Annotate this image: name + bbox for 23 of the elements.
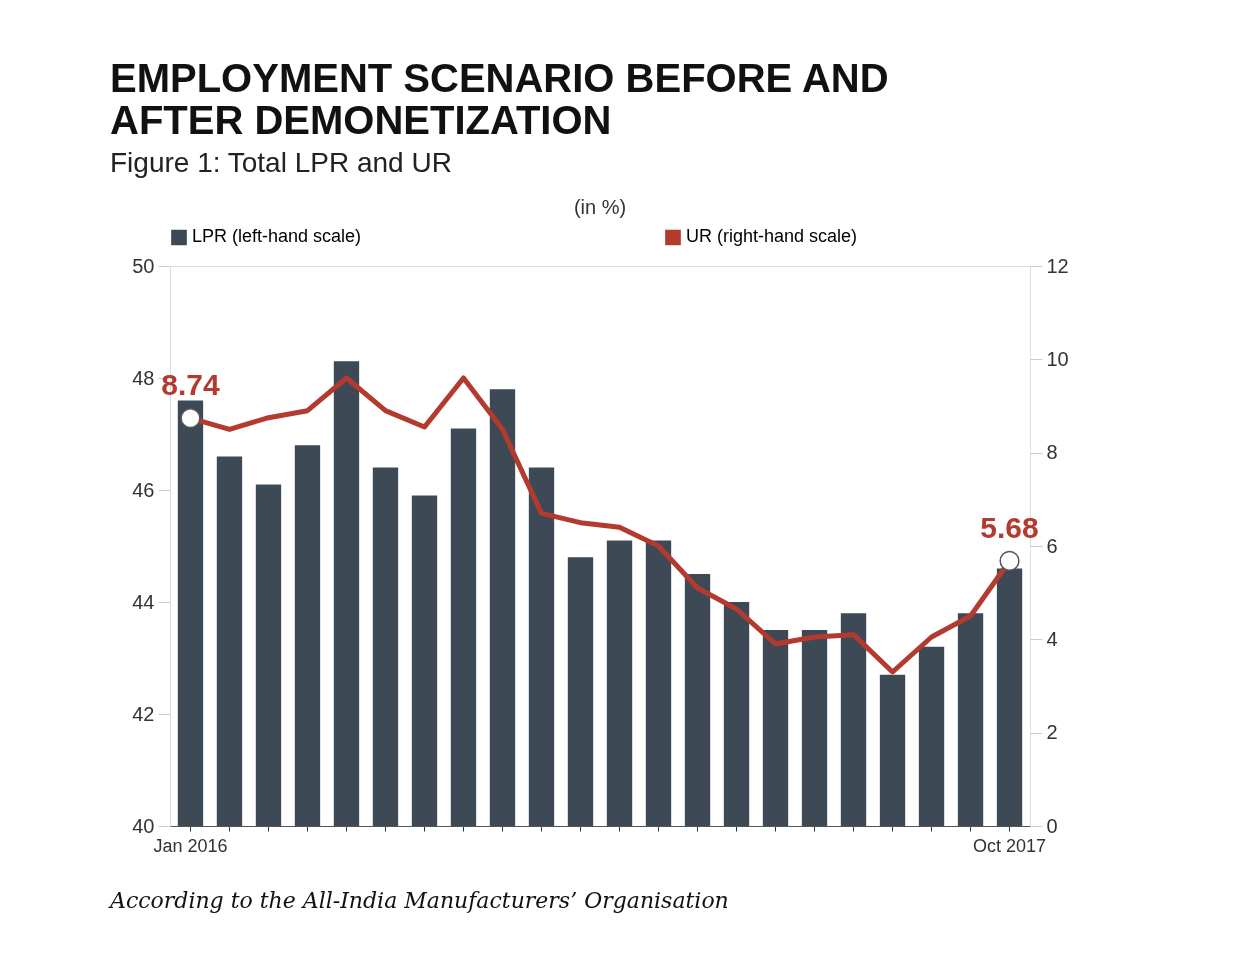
y2-tick-label: 2 [1046, 721, 1058, 744]
y-tick-label: 42 [132, 702, 155, 725]
y-tick-label: 40 [132, 814, 155, 837]
text: According to the All-India Manufacturers’ Organisation [108, 888, 729, 913]
y2-tick-label: 10 [1046, 347, 1069, 370]
legend-label: UR (right-hand scale) [686, 226, 858, 247]
y-tick-label: 46 [132, 478, 155, 501]
chart-title: EMPLOYMENT SCENARIO BEFORE AND AFTER DEMONETIZATION [110, 56, 889, 142]
data-label: 5.68 [980, 510, 1039, 544]
y-tick-label: 44 [132, 590, 155, 613]
y2-tick-label: 6 [1046, 534, 1058, 557]
x-tick-label: Oct 2017 [973, 835, 1047, 856]
y2-tick-label: 12 [1046, 254, 1069, 277]
y2-tick-label: 0 [1046, 814, 1058, 837]
chart-subtitle: Figure 1: Total LPR and UR [110, 147, 452, 178]
data-label: 8.74 [161, 368, 220, 402]
y-tick-label: 50 [132, 254, 155, 277]
legend-label: LPR (left-hand scale) [192, 226, 362, 247]
text: (in %) [573, 196, 627, 218]
y2-tick-label: 8 [1046, 441, 1058, 464]
x-tick-label: Jan 2016 [153, 835, 228, 856]
y2-tick-label: 4 [1046, 627, 1058, 650]
y-tick-label: 48 [132, 366, 155, 389]
